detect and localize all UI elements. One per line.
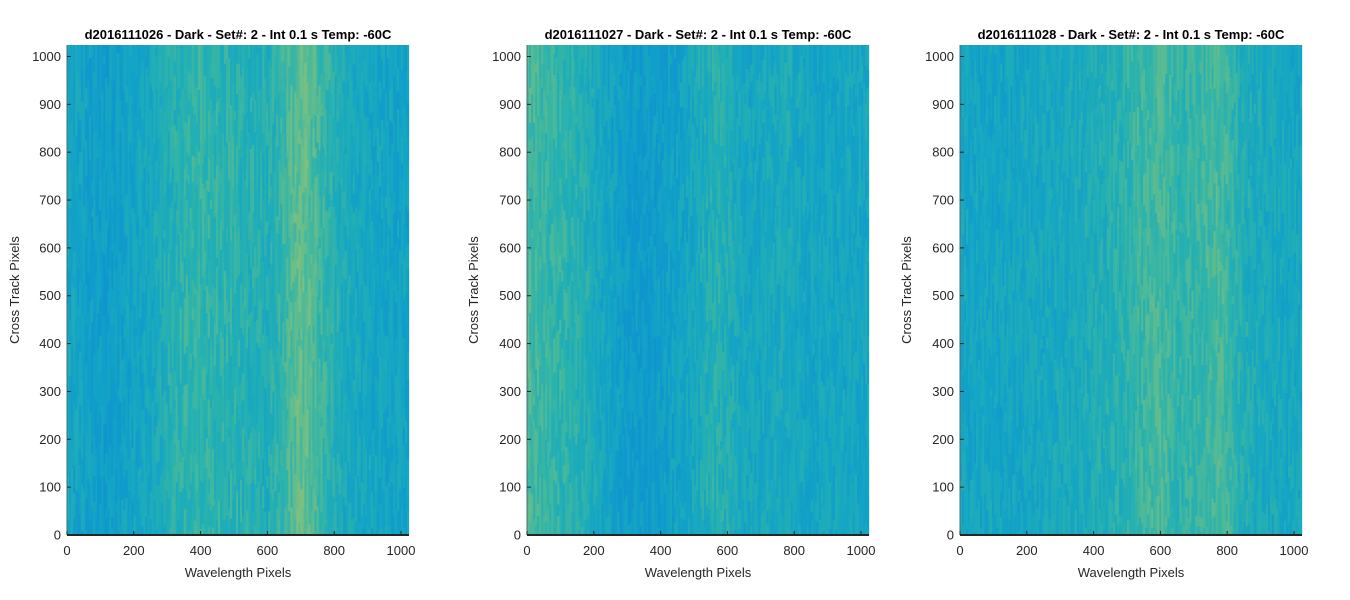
y-tick-label: 700 — [39, 193, 61, 208]
x-tick-label: 200 — [583, 543, 605, 558]
chart-title-1: d2016111026 - Dark - Set#: 2 - Int 0.1 s… — [85, 27, 392, 42]
x-tick-label: 400 — [650, 543, 672, 558]
y-tick-label: 800 — [39, 145, 61, 160]
y-tick-label: 400 — [499, 336, 521, 351]
y-tick-label: 400 — [39, 336, 61, 351]
axis-ticks-3: 0 200 400 600 800 1000 0 100 200 300 400 500 600 700 8… — [925, 49, 1308, 558]
y-tick-label: 300 — [499, 384, 521, 399]
heatmap-panel-3: d2016111028 - Dark - Set#: 2 - Int 0.1 s… — [899, 27, 1308, 580]
x-tick-label: 800 — [323, 543, 345, 558]
y-tick-label: 800 — [932, 145, 954, 160]
heatmap-panel-2: d2016111027 - Dark - Set#: 2 - Int 0.1 s… — [466, 27, 875, 580]
y-tick-label: 200 — [39, 432, 61, 447]
heatmap-image-3 — [959, 45, 1303, 536]
y-tick-label: 300 — [39, 384, 61, 399]
x-tick-label: 600 — [717, 543, 739, 558]
y-tick-label: 0 — [514, 528, 521, 543]
x-axis-label-2: Wavelength Pixels — [645, 565, 752, 580]
axis-ticks-1: 0 200 400 600 800 1000 0 100 200 300 400 500 600 700 8… — [32, 49, 415, 558]
x-tick-label: 200 — [123, 543, 145, 558]
x-tick-label: 200 — [1016, 543, 1038, 558]
y-axis-label-1: Cross Track Pixels — [7, 236, 22, 344]
x-tick-label: 1000 — [387, 543, 416, 558]
heatmap-panel-1: d2016111026 - Dark - Set#: 2 - Int 0.1 s… — [7, 27, 415, 580]
y-tick-label: 900 — [499, 97, 521, 112]
x-tick-label: 1000 — [847, 543, 876, 558]
y-tick-label: 1000 — [925, 49, 954, 64]
y-tick-label: 100 — [499, 480, 521, 495]
y-tick-label: 500 — [932, 288, 954, 303]
y-tick-label: 200 — [932, 432, 954, 447]
x-tick-label: 0 — [63, 543, 70, 558]
x-tick-label: 400 — [1083, 543, 1105, 558]
heatmap-noise-1 — [67, 45, 410, 535]
x-tick-label: 800 — [1216, 543, 1238, 558]
y-tick-label: 100 — [39, 480, 61, 495]
heatmap-image-2 — [526, 45, 870, 536]
y-tick-label: 100 — [932, 480, 954, 495]
y-tick-label: 1000 — [492, 49, 521, 64]
y-tick-label: 0 — [54, 528, 61, 543]
y-tick-label: 800 — [499, 145, 521, 160]
heatmap-image-1 — [66, 45, 410, 536]
x-tick-label: 800 — [783, 543, 805, 558]
y-tick-label: 500 — [499, 288, 521, 303]
y-tick-label: 200 — [499, 432, 521, 447]
y-tick-label: 600 — [499, 240, 521, 255]
y-axis-label-2: Cross Track Pixels — [466, 236, 481, 344]
x-tick-label: 0 — [956, 543, 963, 558]
x-tick-label: 600 — [1150, 543, 1172, 558]
y-tick-label: 300 — [932, 384, 954, 399]
chart-title-2: d2016111027 - Dark - Set#: 2 - Int 0.1 s… — [545, 27, 852, 42]
x-axis-label-1: Wavelength Pixels — [185, 565, 292, 580]
y-tick-label: 1000 — [32, 49, 61, 64]
heatmap-noise-2 — [527, 45, 870, 535]
y-tick-label: 900 — [932, 97, 954, 112]
axis-ticks-2: 0 200 400 600 800 1000 0 100 200 300 400 500 600 700 8… — [492, 49, 875, 558]
y-tick-label: 700 — [499, 193, 521, 208]
y-tick-label: 600 — [39, 240, 61, 255]
x-tick-label: 0 — [523, 543, 530, 558]
y-tick-label: 400 — [932, 336, 954, 351]
chart-title-3: d2016111028 - Dark - Set#: 2 - Int 0.1 s… — [978, 27, 1285, 42]
x-tick-label: 600 — [257, 543, 279, 558]
x-tick-label: 400 — [190, 543, 212, 558]
y-tick-label: 0 — [947, 528, 954, 543]
x-tick-label: 1000 — [1280, 543, 1309, 558]
y-tick-label: 600 — [932, 240, 954, 255]
x-axis-label-3: Wavelength Pixels — [1078, 565, 1185, 580]
y-tick-label: 700 — [932, 193, 954, 208]
y-tick-label: 900 — [39, 97, 61, 112]
heatmap-noise-3 — [960, 45, 1303, 535]
y-axis-label-3: Cross Track Pixels — [899, 236, 914, 344]
y-tick-label: 500 — [39, 288, 61, 303]
